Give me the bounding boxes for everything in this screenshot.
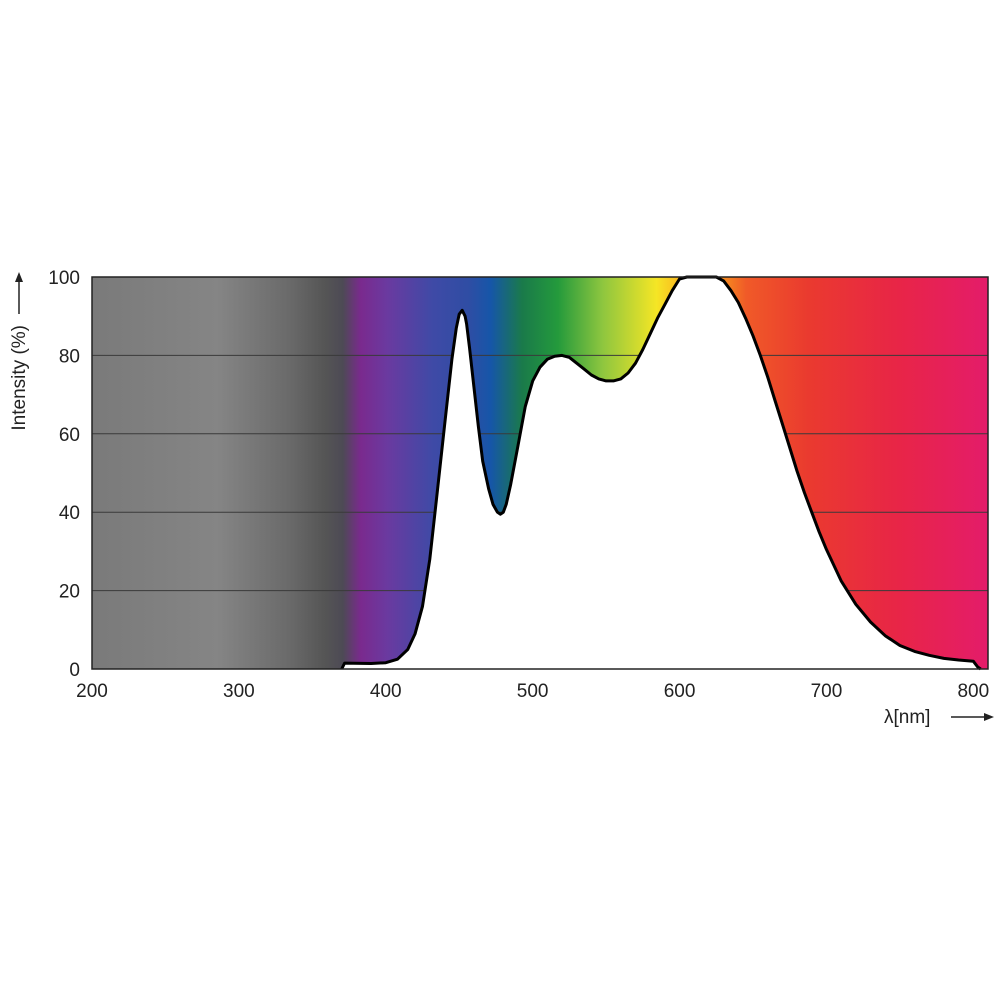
y-axis-arrow <box>15 272 23 314</box>
y-tick-labels: 0 20 40 60 80 100 <box>48 268 80 681</box>
plot-frame <box>91 276 989 670</box>
x-tick-label: 700 <box>811 681 843 702</box>
x-tick-label: 400 <box>370 681 402 702</box>
spectrum-area <box>341 277 981 669</box>
x-tick-labels: 200 300 400 500 600 700 800 <box>76 681 989 702</box>
x-axis-arrow <box>951 713 994 721</box>
y-tick-label: 80 <box>59 346 80 367</box>
x-tick-label: 500 <box>517 681 549 702</box>
x-tick-label: 600 <box>664 681 696 702</box>
y-tick-label: 100 <box>48 268 80 289</box>
spectrum-curve <box>340 275 982 671</box>
y-tick-label: 40 <box>59 503 80 524</box>
y-tick-label: 0 <box>69 660 80 681</box>
y-tick-label: 20 <box>59 582 80 603</box>
x-tick-label: 800 <box>957 681 989 702</box>
y-tick-label: 60 <box>59 425 80 446</box>
x-tick-label: 200 <box>76 681 108 702</box>
y-axis-label: Intensity (%) <box>9 325 30 431</box>
x-tick-label: 300 <box>223 681 255 702</box>
x-axis-label: λ[nm] <box>884 707 930 728</box>
